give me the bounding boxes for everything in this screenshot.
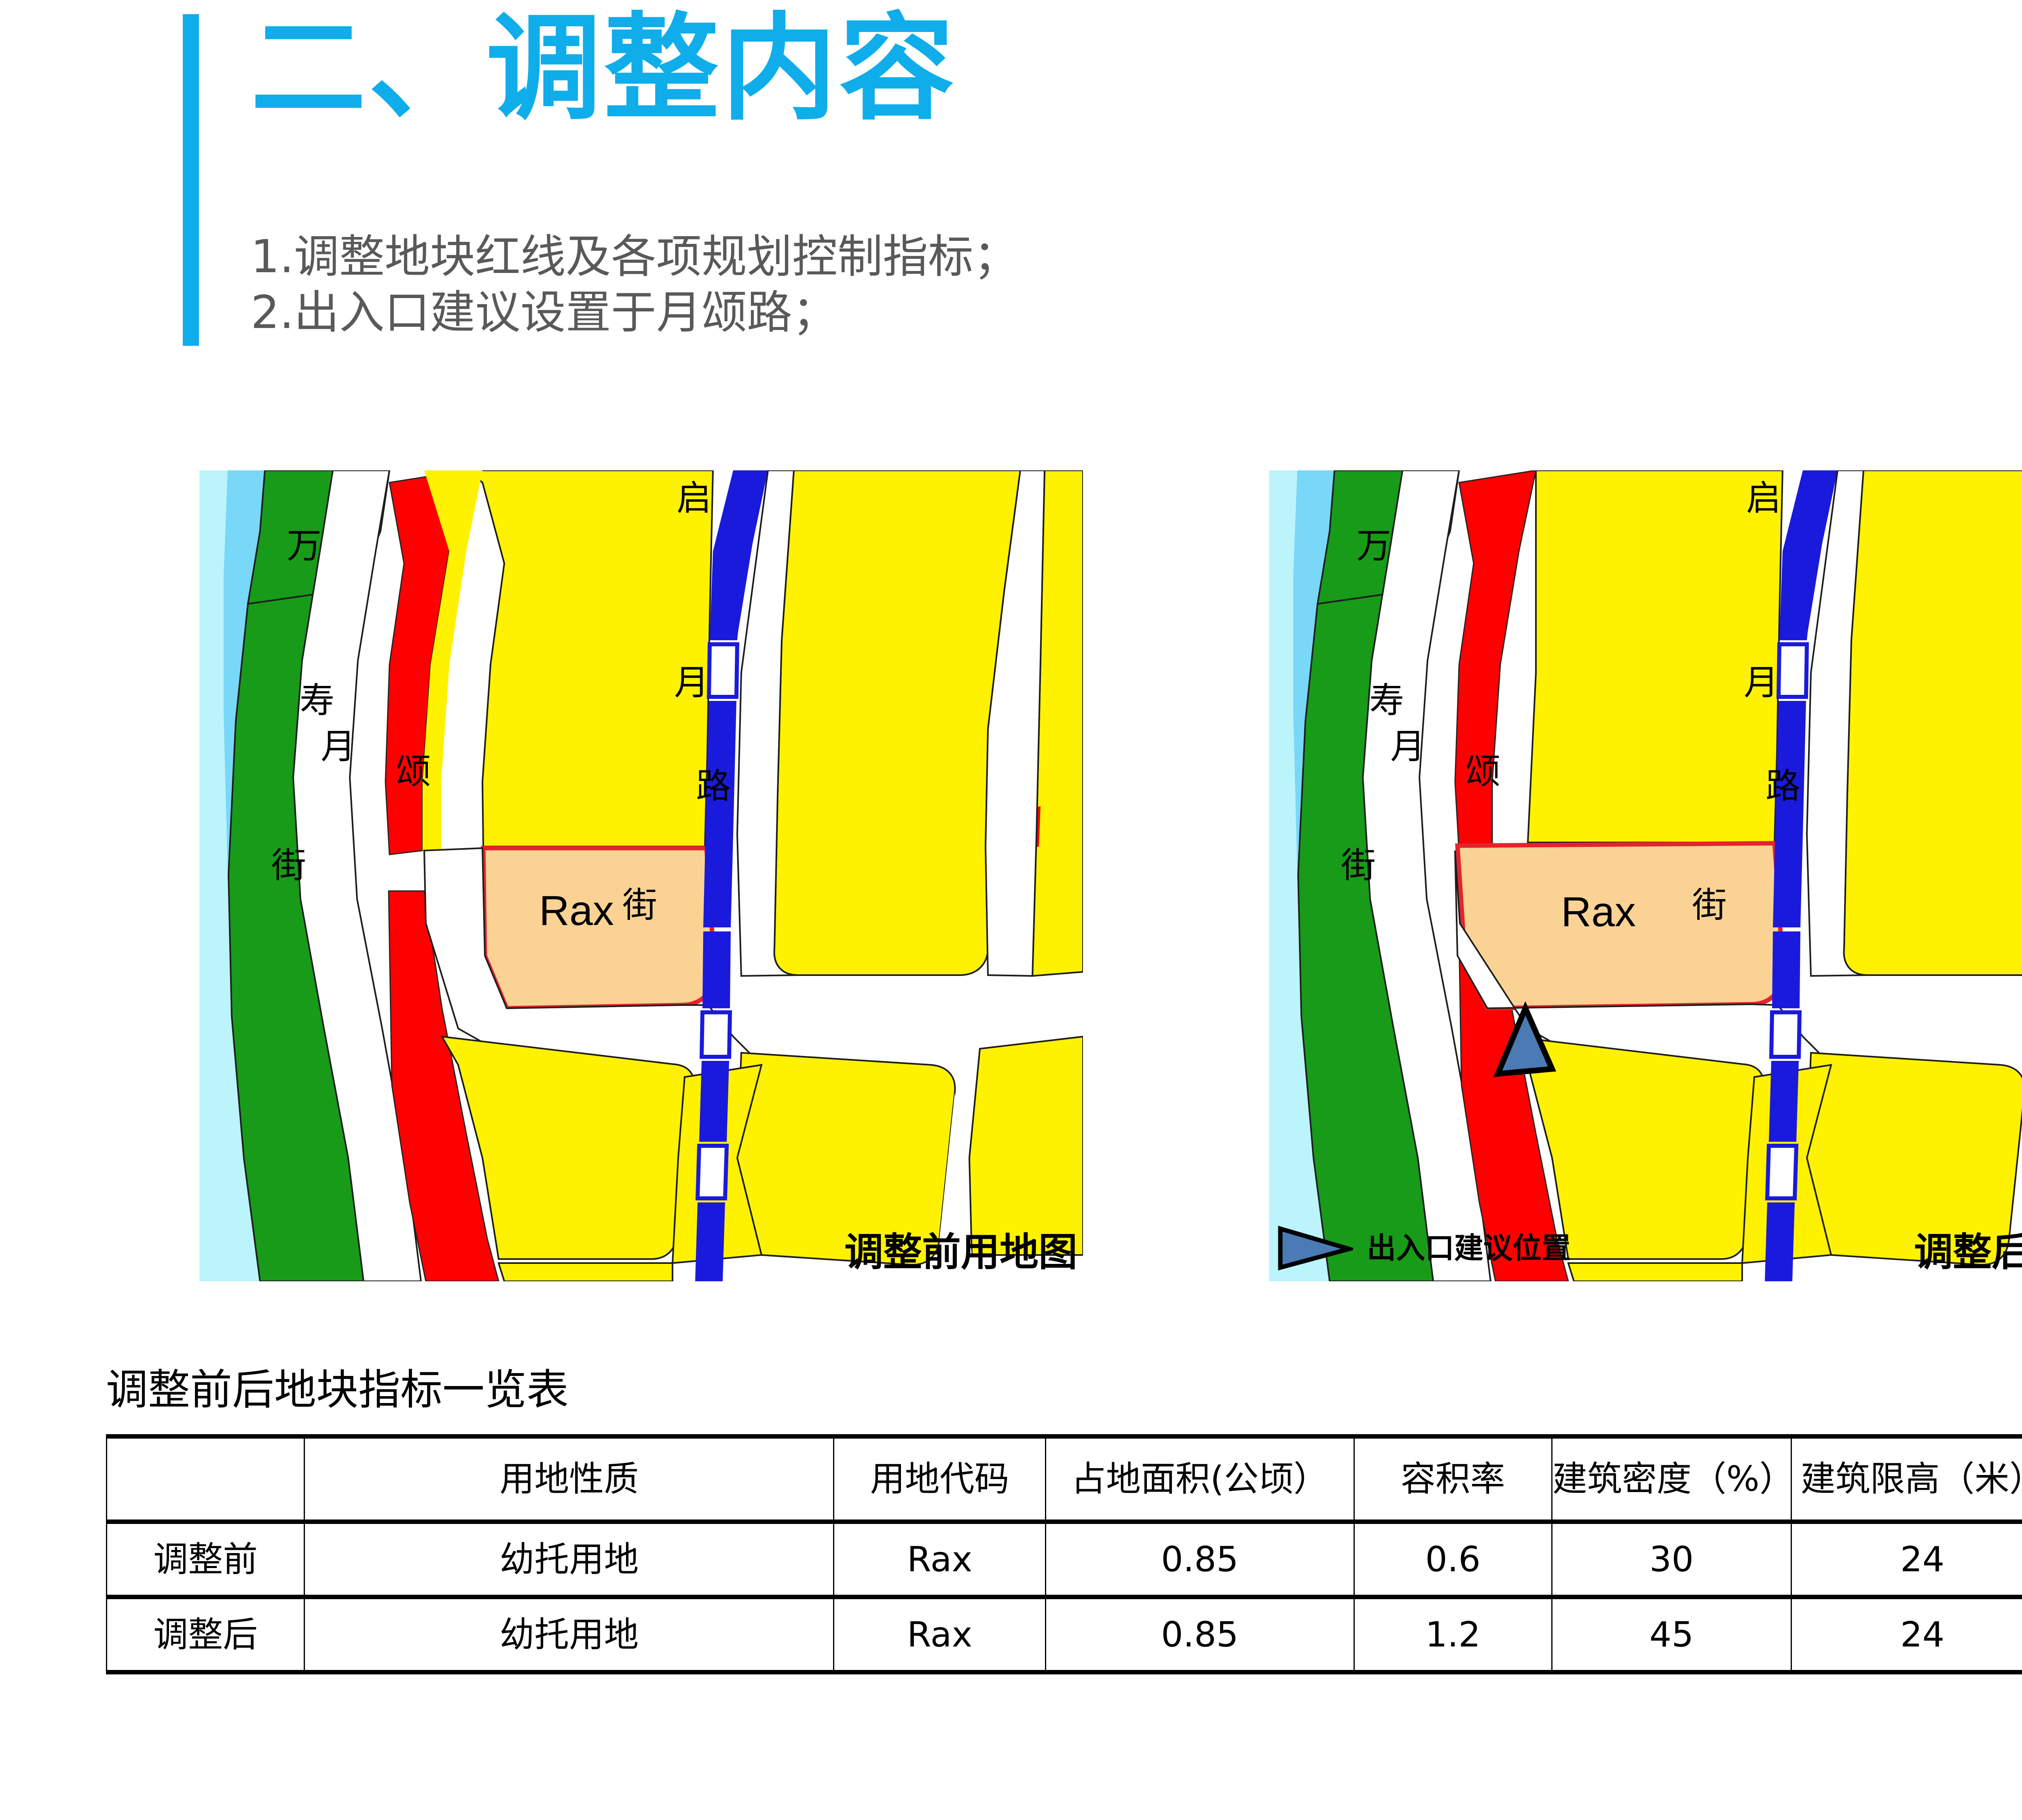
slide-header: 二、调整内容 1.调整地块红线及各项规划控制指标； 2.出入口建议设置于月颂路； xyxy=(0,0,2022,364)
cell-before-density: 30 xyxy=(1551,1519,1792,1598)
map-after-graphic xyxy=(1269,470,2022,1281)
street-label-shou: 寿 xyxy=(300,680,334,721)
street-label-yue-left: 月 xyxy=(1390,726,1425,767)
table-header-blank xyxy=(106,1434,305,1522)
street-label-yue-right: 月 xyxy=(674,662,709,703)
page-title: 二、调整内容 xyxy=(251,2,957,136)
street-label-yue-right: 月 xyxy=(1744,662,1779,703)
street-label-song: 颂 xyxy=(396,751,431,792)
bullet-item-1: 1.调整地块红线及各项规划控制指标； xyxy=(251,231,1019,283)
title-accent-bar xyxy=(183,14,199,346)
entrance-marker-triangle xyxy=(1493,1001,1557,1077)
map-after-adjustment[interactable]: 万 启 寿 月 月 颂 路 街 街 Rax 出入口建议位置 调整后用地图 xyxy=(1269,470,2022,1281)
cell-before-land-use: 幼托用地 xyxy=(304,1519,835,1598)
entrance-legend-triangle-icon xyxy=(1278,1225,1353,1271)
entrance-legend-label: 出入口建议位置 xyxy=(1367,1231,1571,1265)
table-row-after: 调整后 幼托用地 Rax 0.85 1.2 45 24 20 xyxy=(106,1595,2022,1674)
cell-after-area: 0.85 xyxy=(1045,1595,1355,1674)
cell-after-height: 24 xyxy=(1790,1595,2022,1674)
bullet-item-2: 2.出入口建议设置于月颂路； xyxy=(251,286,838,339)
table-header-land-use: 用地性质 xyxy=(304,1434,835,1522)
table-header-height: 建筑限高（米） xyxy=(1790,1434,2022,1522)
street-label-qi: 启 xyxy=(1746,478,1781,518)
indicator-table: 用地性质 用地代码 占地面积(公顷） 容积率 建筑密度（%） 建筑限高（米） 绿… xyxy=(106,1434,2022,1674)
street-label-wan: 万 xyxy=(1356,526,1391,566)
street-label-yue-left: 月 xyxy=(321,726,355,767)
table-title: 调整前后地块指标一览表 xyxy=(106,1365,569,1414)
table-header-far: 容积率 xyxy=(1353,1434,1552,1522)
street-label-jie-left: 街 xyxy=(1341,845,1376,886)
row-label-before: 调整前 xyxy=(106,1519,305,1598)
map-caption-before: 调整前用地图 xyxy=(844,1230,1077,1275)
plot-label-rax-before: Rax xyxy=(539,887,614,934)
table-header-area: 占地面积(公顷） xyxy=(1045,1434,1355,1522)
cell-before-area: 0.85 xyxy=(1045,1519,1355,1598)
cell-after-land-use: 幼托用地 xyxy=(304,1595,835,1674)
table-row-before: 调整前 幼托用地 Rax 0.85 0.6 30 24 40 xyxy=(106,1519,2022,1598)
entrance-legend: 出入口建议位置 xyxy=(1276,1225,1571,1271)
street-label-lu: 路 xyxy=(1766,766,1800,806)
street-label-song: 颂 xyxy=(1466,751,1500,792)
cell-after-far: 1.2 xyxy=(1353,1595,1552,1674)
street-label-jie-left: 街 xyxy=(271,845,306,886)
map-before-graphic xyxy=(199,470,1083,1281)
street-label-lu: 路 xyxy=(696,766,731,806)
street-label-qi: 启 xyxy=(677,478,711,518)
street-label-wan: 万 xyxy=(287,526,321,566)
cell-before-far: 0.6 xyxy=(1353,1519,1552,1598)
cell-after-density: 45 xyxy=(1551,1595,1792,1674)
map-before-adjustment[interactable]: 万 启 寿 月 月 颂 路 街 街 Rax 调整前用地图 xyxy=(199,470,1083,1281)
cell-before-land-code: Rax xyxy=(833,1519,1046,1598)
table-header-density: 建筑密度（%） xyxy=(1551,1434,1794,1522)
cell-before-height: 24 xyxy=(1790,1519,2022,1598)
cell-after-land-code: Rax xyxy=(833,1595,1046,1674)
table-header-row: 用地性质 用地代码 占地面积(公顷） 容积率 建筑密度（%） 建筑限高（米） 绿… xyxy=(106,1434,2022,1522)
street-label-shou: 寿 xyxy=(1369,680,1404,721)
street-label-jie-bottom: 街 xyxy=(622,885,657,925)
row-label-after: 调整后 xyxy=(106,1595,305,1674)
plot-label-rax-after: Rax xyxy=(1561,889,1636,935)
table-header-land-code: 用地代码 xyxy=(833,1434,1046,1522)
street-label-jie-bottom: 街 xyxy=(1692,885,1727,925)
map-caption-after: 调整后用地图 xyxy=(1914,1230,2022,1275)
